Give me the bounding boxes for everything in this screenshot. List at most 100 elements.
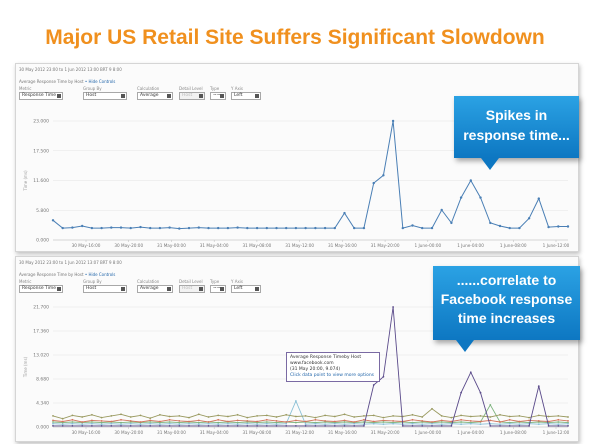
data-point[interactable] — [246, 226, 249, 230]
data-point[interactable] — [421, 416, 424, 418]
data-point[interactable] — [129, 420, 132, 422]
data-point[interactable] — [236, 226, 239, 229]
data-point[interactable] — [100, 421, 103, 424]
data-point[interactable] — [323, 226, 327, 230]
data-point[interactable] — [227, 420, 229, 423]
data-point[interactable] — [343, 421, 346, 423]
data-point[interactable] — [411, 425, 414, 427]
data-point[interactable] — [207, 226, 210, 230]
data-point[interactable] — [71, 414, 74, 417]
data-point[interactable] — [353, 226, 356, 230]
data-point[interactable] — [324, 425, 326, 427]
data-point[interactable] — [275, 226, 278, 230]
data-point[interactable] — [469, 422, 472, 425]
data-point[interactable] — [372, 384, 375, 386]
data-point[interactable] — [236, 425, 239, 427]
data-point[interactable] — [489, 404, 492, 406]
data-point[interactable] — [440, 415, 443, 417]
data-point[interactable] — [304, 226, 307, 230]
data-point[interactable] — [499, 425, 501, 427]
data-point[interactable] — [469, 415, 472, 418]
data-point[interactable] — [197, 425, 200, 427]
tooltip-hint[interactable]: Click data point to view more options — [290, 373, 375, 378]
data-point[interactable] — [382, 423, 385, 426]
data-point[interactable] — [197, 423, 200, 426]
data-point[interactable] — [547, 225, 550, 229]
data-point[interactable] — [52, 415, 54, 417]
data-point[interactable] — [129, 226, 132, 230]
data-point[interactable] — [363, 425, 365, 427]
data-point[interactable] — [246, 422, 249, 425]
data-point[interactable] — [479, 391, 482, 394]
data-point[interactable] — [265, 226, 268, 230]
data-point[interactable] — [139, 423, 142, 426]
data-point[interactable] — [508, 418, 511, 421]
data-point[interactable] — [236, 423, 239, 426]
data-point[interactable] — [324, 420, 326, 422]
data-point[interactable] — [139, 414, 142, 417]
data-point[interactable] — [333, 422, 336, 425]
data-point[interactable] — [557, 421, 560, 423]
data-point[interactable] — [217, 425, 220, 427]
data-point[interactable] — [188, 420, 190, 423]
data-point[interactable] — [489, 221, 492, 225]
data-point[interactable] — [566, 225, 570, 228]
data-point[interactable] — [265, 414, 268, 417]
data-point[interactable] — [343, 413, 346, 416]
data-point[interactable] — [362, 226, 366, 230]
data-point[interactable] — [372, 181, 375, 185]
data-point[interactable] — [304, 423, 307, 426]
metric-control[interactable]: Metric Response Time — [19, 86, 63, 100]
data-point[interactable] — [207, 425, 210, 427]
data-point[interactable] — [178, 420, 181, 422]
group-by-control[interactable]: Group By Host — [83, 279, 127, 293]
data-point[interactable] — [197, 421, 200, 424]
data-point[interactable] — [450, 420, 453, 423]
data-point[interactable] — [265, 425, 268, 427]
data-point[interactable] — [100, 420, 103, 422]
data-point[interactable] — [71, 226, 74, 229]
data-point[interactable] — [314, 425, 317, 427]
data-point[interactable] — [547, 425, 550, 427]
data-point[interactable] — [187, 226, 191, 230]
data-point[interactable] — [265, 418, 268, 421]
data-point[interactable] — [197, 419, 200, 422]
type-control[interactable]: Type ~~ — [210, 86, 226, 100]
data-point[interactable] — [227, 422, 229, 425]
data-point[interactable] — [391, 119, 395, 123]
data-point[interactable] — [343, 211, 346, 215]
data-point[interactable] — [353, 416, 356, 418]
data-point[interactable] — [489, 419, 492, 422]
data-point[interactable] — [528, 416, 530, 419]
data-point[interactable] — [314, 422, 317, 425]
data-point[interactable] — [61, 417, 64, 420]
data-point[interactable] — [100, 425, 103, 427]
data-point[interactable] — [61, 420, 64, 423]
data-point[interactable] — [217, 423, 220, 426]
data-point[interactable] — [265, 421, 268, 423]
data-point[interactable] — [518, 423, 521, 426]
data-point[interactable] — [382, 416, 385, 419]
data-point[interactable] — [256, 420, 258, 423]
data-point[interactable] — [207, 421, 210, 423]
data-point[interactable] — [372, 422, 375, 425]
data-point[interactable] — [159, 413, 161, 416]
data-point[interactable] — [401, 425, 404, 427]
data-point[interactable] — [71, 421, 74, 423]
data-point[interactable] — [91, 425, 93, 427]
data-point[interactable] — [236, 419, 239, 422]
data-point[interactable] — [304, 420, 307, 423]
data-point[interactable] — [528, 425, 530, 427]
data-point[interactable] — [353, 421, 356, 423]
data-point[interactable] — [275, 421, 278, 424]
data-point[interactable] — [168, 421, 171, 423]
data-point[interactable] — [129, 425, 132, 427]
data-point[interactable] — [440, 208, 443, 212]
data-point[interactable] — [314, 226, 317, 230]
data-point[interactable] — [188, 422, 190, 425]
data-point[interactable] — [129, 416, 132, 418]
data-point[interactable] — [168, 418, 171, 421]
data-point[interactable] — [120, 418, 122, 421]
data-point[interactable] — [149, 422, 152, 425]
data-point[interactable] — [71, 425, 74, 427]
